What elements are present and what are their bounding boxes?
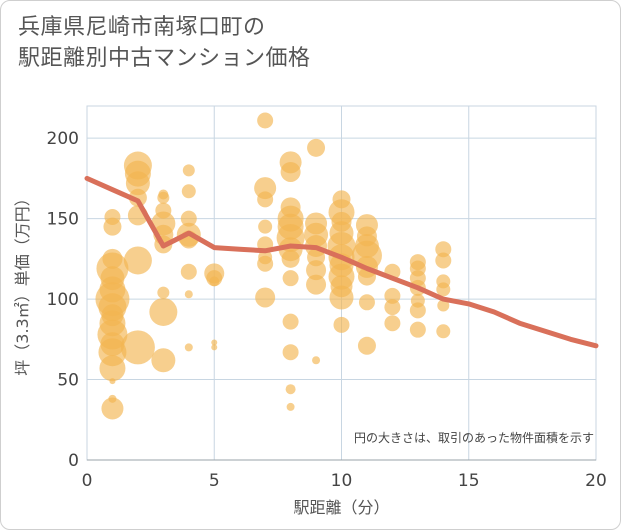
y-tick-label: 200 [47, 129, 79, 149]
bubble-point [384, 315, 401, 332]
bubble-point [211, 339, 218, 346]
bubble-layer [95, 112, 452, 420]
x-tick-label: 10 [331, 471, 353, 491]
chart-title-line-2: 駅距離別中古マンション価格 [18, 46, 311, 71]
bubble-point [151, 348, 176, 373]
bubble-point [332, 190, 351, 209]
bubble-point [285, 384, 296, 395]
tick-labels: 0 50 100 150 200 0 5 10 15 20 [47, 129, 607, 491]
x-tick-label: 5 [209, 471, 220, 491]
bubble-point [184, 343, 193, 352]
x-axis-label: 駅距離（分） [293, 498, 389, 517]
bubble-point [108, 394, 117, 403]
bubble-point [158, 189, 169, 200]
bubble-point [286, 402, 295, 411]
bubble-point [157, 286, 170, 299]
bubble-point [258, 250, 273, 265]
bubble-point [149, 297, 178, 326]
bubble-point [279, 151, 302, 174]
bubble-point [120, 330, 155, 365]
chart-title: 兵庫県尼崎市南塚口町の 駅距離別中古マンション価格 [18, 12, 311, 74]
bubble-point [255, 287, 276, 308]
bubble-point [409, 321, 426, 338]
bubble-point [123, 246, 152, 275]
bubble-point [151, 211, 176, 236]
bubble-point [305, 212, 328, 235]
bubble-point [355, 214, 378, 237]
y-tick-label: 0 [68, 451, 79, 471]
bubble-point [282, 344, 299, 361]
bubble-point [204, 263, 225, 284]
bubble-point [104, 209, 121, 226]
bubble-point [436, 324, 451, 339]
bubble-point [436, 274, 451, 289]
bubble-point [437, 299, 450, 312]
bubble-point [282, 313, 299, 330]
chart-title-line-1: 兵庫県尼崎市南塚口町の [18, 15, 266, 40]
bubble-point [211, 344, 218, 351]
bubble-point [435, 241, 452, 258]
x-tick-label: 0 [82, 471, 93, 491]
bubble-size-note: 円の大きさは、取引のあった物件面積を示す [354, 430, 594, 445]
bubble-point [306, 260, 327, 281]
bubble-point [123, 151, 152, 180]
bubble-point [254, 177, 277, 200]
bubble-point [280, 197, 301, 218]
bubble-point [357, 336, 376, 355]
bubble-point [409, 254, 426, 271]
bubble-point [307, 138, 326, 157]
bubble-point [384, 299, 401, 316]
bubble-point [258, 219, 273, 234]
bubble-point [410, 293, 425, 308]
bubble-point [180, 263, 197, 280]
y-axis-label: 坪（3.3㎡）単価（万円） [13, 190, 32, 375]
y-tick-label: 150 [47, 210, 79, 230]
bubble-point [155, 202, 172, 219]
bubble-point [333, 316, 350, 333]
bubble-point [328, 199, 355, 226]
bubble-point [182, 164, 195, 177]
x-tick-label: 15 [458, 471, 480, 491]
x-tick-label: 20 [585, 471, 607, 491]
bubble-point [312, 356, 321, 365]
bubble-point [358, 294, 375, 311]
bubble-point [384, 287, 401, 304]
bubble-point [101, 397, 124, 420]
bubble-point [282, 270, 299, 287]
bubble-point [181, 184, 196, 199]
bubble-point [184, 290, 193, 299]
y-tick-label: 100 [47, 290, 79, 310]
y-tick-label: 50 [57, 371, 79, 391]
bubble-point [180, 210, 197, 227]
bubble-point [435, 252, 452, 269]
trend-line-layer [84, 175, 599, 349]
bubble-point [102, 248, 123, 269]
bubble-point [257, 112, 274, 129]
bubble-point [306, 274, 327, 295]
average-price-line [84, 175, 599, 349]
